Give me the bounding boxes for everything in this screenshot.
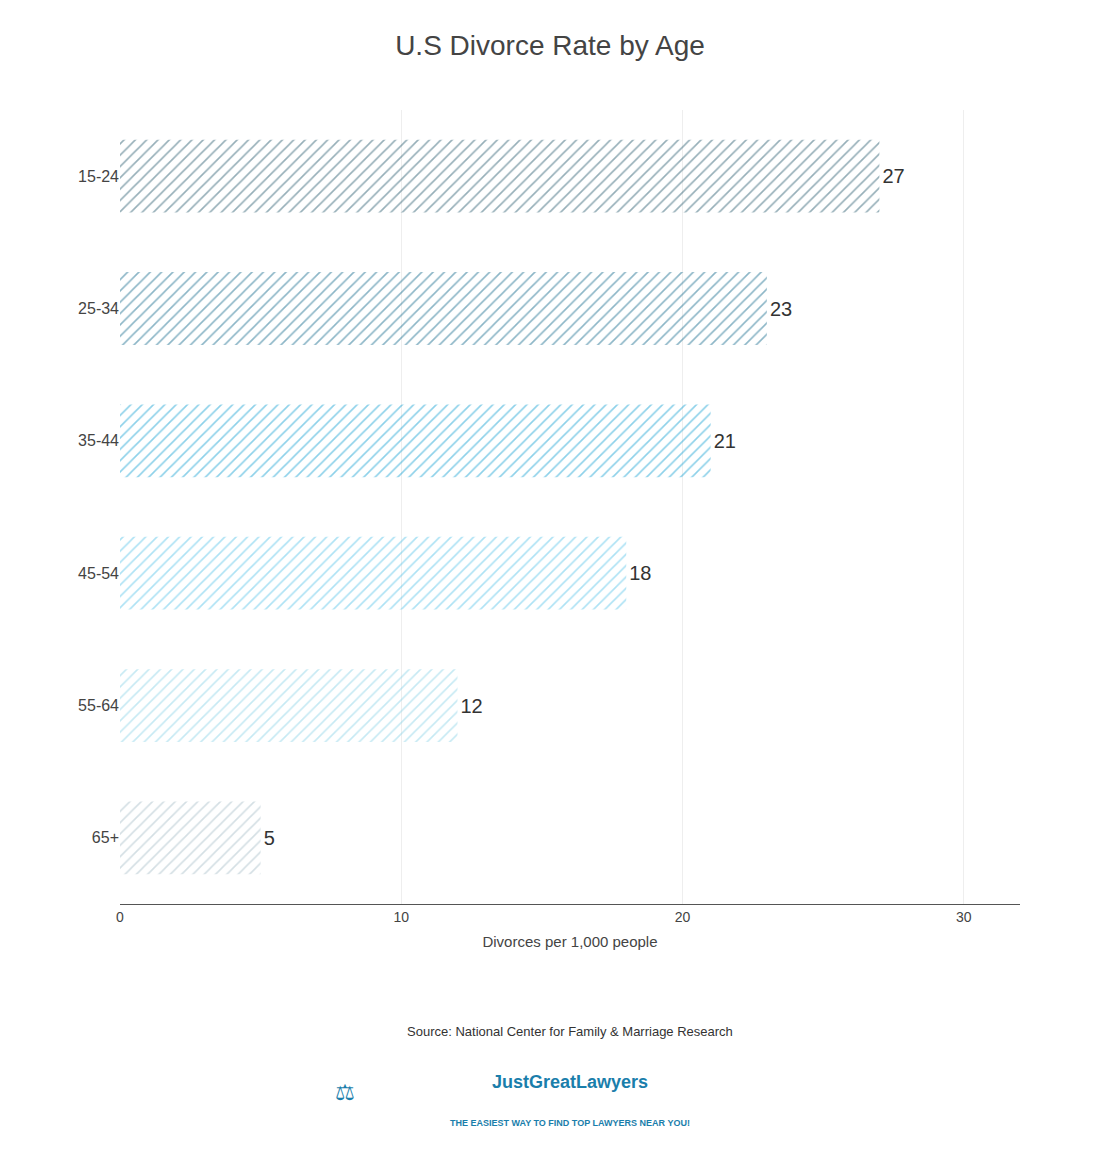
svg-text:⚖: ⚖	[335, 1080, 355, 1105]
svg-text:12: 12	[461, 695, 483, 717]
svg-text:35-44: 35-44	[78, 432, 119, 449]
svg-text:45-54: 45-54	[78, 565, 119, 582]
svg-text:Divorces per 1,000 people: Divorces per 1,000 people	[482, 933, 657, 950]
svg-text:JustGreatLawyers: JustGreatLawyers	[492, 1072, 648, 1092]
svg-text:15-24: 15-24	[78, 168, 119, 185]
svg-text:21: 21	[714, 430, 736, 452]
svg-text:25-34: 25-34	[78, 300, 119, 317]
svg-text:THE EASIEST WAY TO FIND TOP LA: THE EASIEST WAY TO FIND TOP LAWYERS NEAR…	[450, 1118, 690, 1128]
svg-text:55-64: 55-64	[78, 697, 119, 714]
svg-text:10: 10	[393, 909, 409, 925]
svg-text:18: 18	[629, 562, 651, 584]
svg-text:5: 5	[264, 827, 275, 849]
svg-text:30: 30	[956, 909, 972, 925]
svg-text:U.S Divorce Rate by Age: U.S Divorce Rate by Age	[395, 30, 705, 61]
svg-text:Source: National Center for Fa: Source: National Center for Family & Mar…	[407, 1024, 733, 1039]
svg-text:65+: 65+	[92, 829, 119, 846]
svg-text:23: 23	[770, 298, 792, 320]
svg-text:20: 20	[675, 909, 691, 925]
svg-text:27: 27	[882, 165, 904, 187]
svg-text:0: 0	[116, 909, 124, 925]
